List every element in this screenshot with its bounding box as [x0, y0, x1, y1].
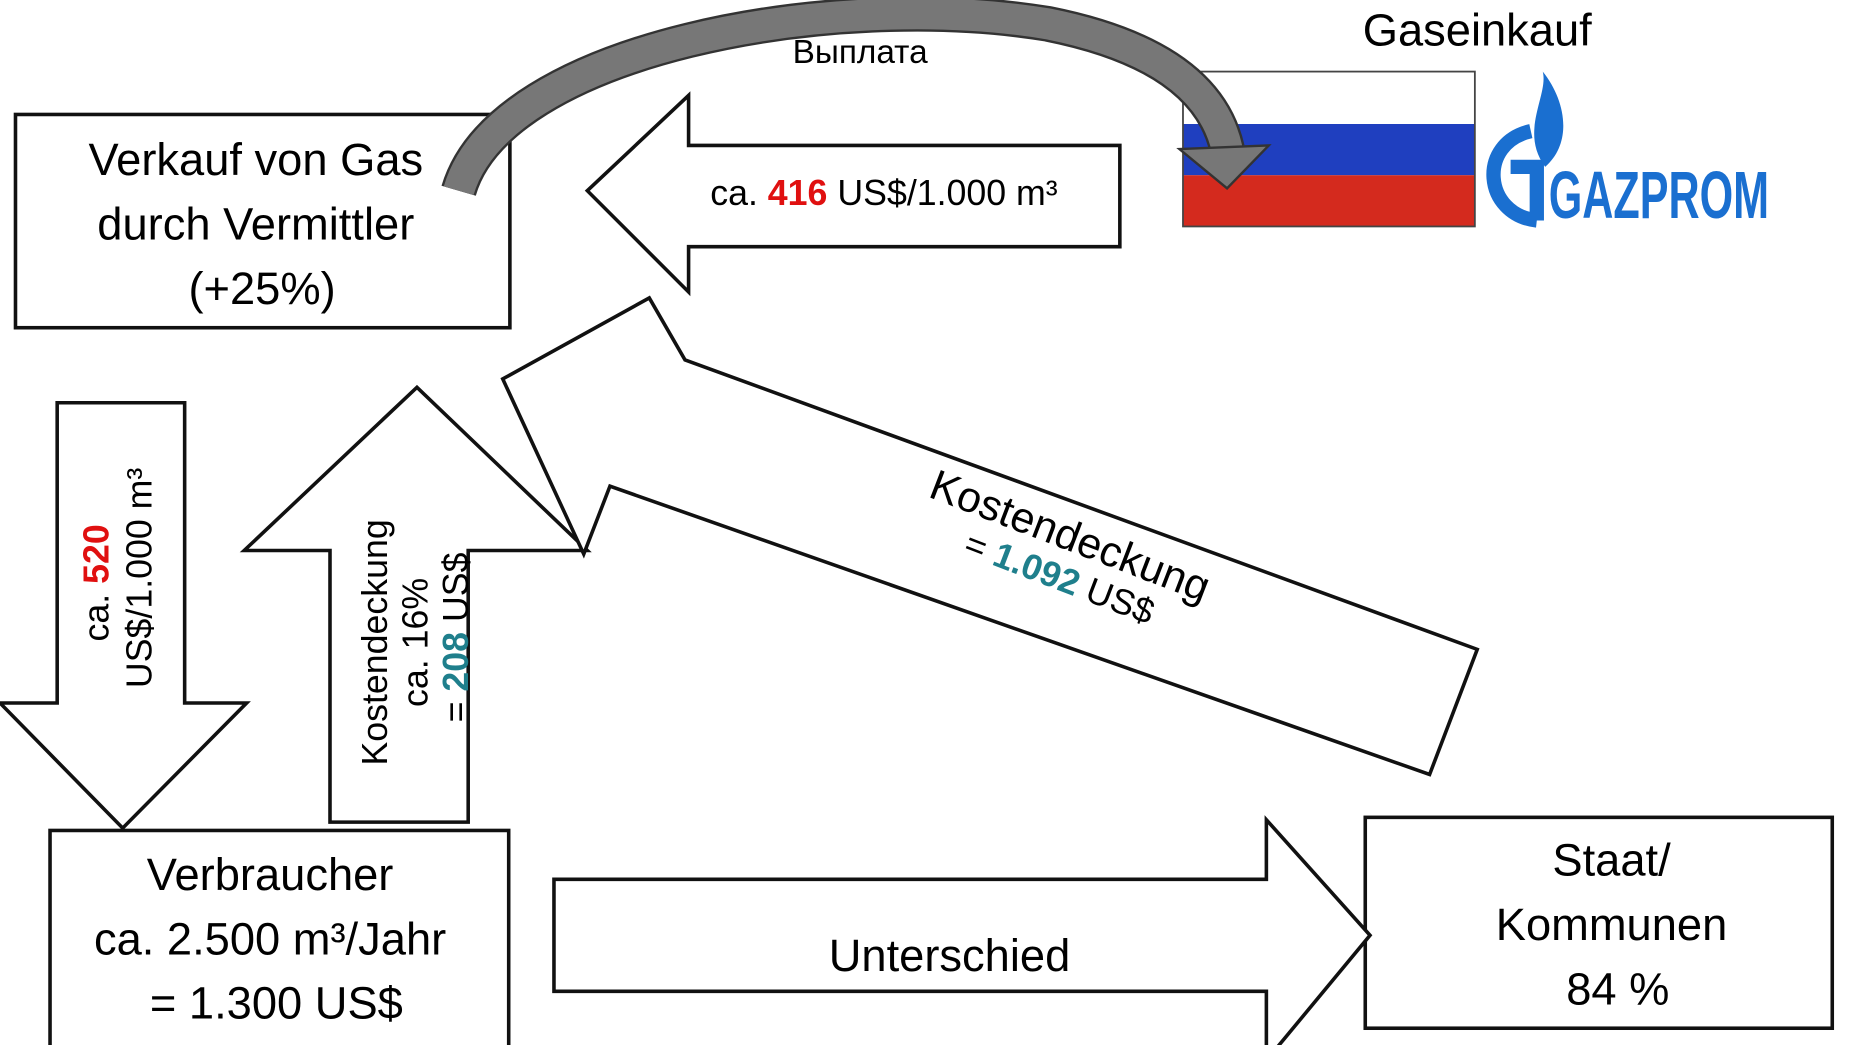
state-line: Kommunen — [1496, 899, 1727, 950]
price-text: ca. 520 US$/1.000 m³ — [76, 468, 159, 688]
seller-line: durch Vermittler — [97, 199, 414, 250]
consumer-line: = 1.300 US$ — [150, 978, 403, 1029]
consumer-line: Verbraucher — [147, 849, 394, 900]
text-part: ca. — [76, 584, 116, 642]
payment-arrow — [441, 0, 1272, 197]
text-part: US$/1.000 m³ — [827, 173, 1057, 213]
coverage-text: Kostendeckung ca. 16% = 208 US$ — [355, 509, 476, 765]
seller-box — [13, 112, 512, 330]
difference-arrow — [552, 815, 1373, 1045]
state-box — [1363, 815, 1835, 1031]
seller-text: Verkauf von Gas durch Vermittler (+25%) — [88, 134, 435, 314]
highlight: 520 — [76, 524, 116, 584]
coverage-arrow — [239, 384, 592, 824]
price-arrow — [0, 400, 251, 831]
gazprom-logo: GAZPROM — [1486, 71, 1769, 233]
text-part: = — [436, 692, 476, 723]
purchase-arrow — [584, 91, 1122, 297]
difference-text: Unterschied — [829, 930, 1071, 981]
text-part: ca. — [710, 173, 768, 213]
title: Gaseinkauf — [1363, 4, 1592, 55]
purchase-text: ca. 416 US$/1.000 m³ — [710, 173, 1058, 213]
consumer-box — [48, 828, 511, 1045]
logo-text: GAZPROM — [1549, 159, 1769, 233]
state-line: 84 % — [1566, 963, 1669, 1014]
text-line: ca. 16% — [396, 578, 436, 707]
state-line: Staat/ — [1552, 835, 1671, 886]
payment-label: Выплата — [793, 34, 928, 71]
text-line: = 208 US$ — [436, 552, 476, 722]
text-line: US$/1.000 m³ — [119, 468, 159, 688]
consumer-line: ca. 2.500 m³/Jahr — [94, 913, 446, 964]
seller-line: (+25%) — [188, 263, 335, 314]
seller-line: Verkauf von Gas — [88, 134, 423, 185]
highlight: 416 — [768, 173, 828, 213]
text-line: ca. 520 — [76, 524, 116, 641]
text-line: Kostendeckung — [355, 519, 395, 765]
highlight: 208 — [436, 632, 476, 692]
consumer-text: Verbraucher ca. 2.500 m³/Jahr = 1.300 US… — [94, 849, 459, 1029]
diagonal-arrow — [500, 295, 1480, 777]
text-part: US$ — [436, 552, 476, 632]
state-text: Staat/ Kommunen 84 % — [1496, 835, 1740, 1015]
